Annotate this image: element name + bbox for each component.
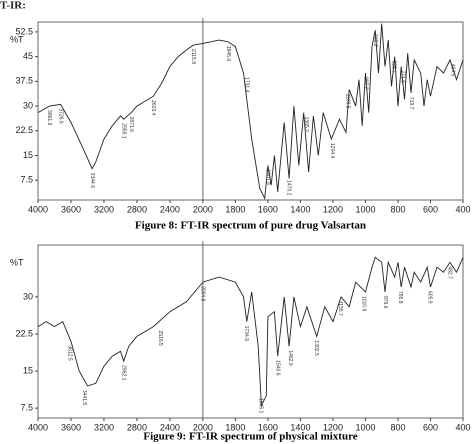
x-tick-label: 2400 <box>160 422 180 432</box>
peak-label: 3726.6 <box>57 108 63 124</box>
peak-label: 2115.8 <box>190 49 196 64</box>
peak-label: 825.1 <box>391 61 397 74</box>
x-tick-label: 2400 <box>160 204 180 214</box>
peak-label: 1204.4 <box>329 143 335 159</box>
peak-label: 2603.4 <box>150 100 156 116</box>
peak-label: 1731.4 <box>243 77 249 93</box>
x-tick-label: 1200 <box>323 204 343 214</box>
x-tick-label: 1200 <box>323 422 343 432</box>
x-tick-label: 1800 <box>225 422 245 432</box>
x-tick-label: 400 <box>455 204 470 214</box>
x-tick-label: 2000 <box>193 422 213 432</box>
figure-caption: Figure 9: FT-IR spectrum of physical mix… <box>143 431 357 443</box>
x-tick-label: 400 <box>455 422 470 432</box>
peak-label: 1302.5 <box>313 340 319 356</box>
x-tick-label: 2000 <box>193 204 213 214</box>
peak-label: 1010.8 <box>361 296 367 312</box>
y-tick-label: 15 <box>23 365 33 375</box>
peak-label: 3344.6 <box>89 173 95 189</box>
y-axis-label: %T <box>10 34 24 44</box>
peak-label: 1365.2 <box>303 117 309 133</box>
peak-label: 1645.1 <box>257 398 263 414</box>
x-tick-label: 600 <box>423 204 438 214</box>
section-title: T-IR: <box>0 0 26 12</box>
x-tick-label: 3200 <box>94 204 114 214</box>
x-tick-label: 2800 <box>127 422 147 432</box>
peak-label: 879.6 <box>382 296 388 309</box>
peak-label: 1462.9 <box>287 350 293 366</box>
peak-label: 1601.9 <box>264 169 270 185</box>
x-tick-label: 1000 <box>355 422 375 432</box>
x-tick-label: 600 <box>423 422 438 432</box>
peak-label: 2516.5 <box>157 331 163 347</box>
x-tick-label: 1600 <box>258 422 278 432</box>
peak-label: 1540.6 <box>274 360 280 376</box>
peak-label: 464.5 <box>449 64 455 77</box>
spectrum-line <box>37 256 464 408</box>
x-tick-label: 800 <box>390 204 405 214</box>
x-tick-label: 2800 <box>127 204 147 214</box>
spectrum-line <box>37 23 464 201</box>
peak-label: 2962.1 <box>120 365 126 381</box>
x-tick-label: 800 <box>390 422 405 432</box>
peak-label: 719.7 <box>408 97 414 110</box>
peak-label: 771.6 <box>399 71 405 84</box>
y-tick-label: 52.5 <box>15 26 33 36</box>
peak-label: 785.8 <box>397 291 403 304</box>
y-tick-label: 30 <box>23 100 33 110</box>
y-tick-label: 22.5 <box>15 125 33 135</box>
x-tick-label: 3200 <box>94 422 114 432</box>
peak-label: 2959.1 <box>121 123 127 139</box>
x-tick-label: 1000 <box>355 204 375 214</box>
peak-label: 605.9 <box>426 291 432 304</box>
peak-label: 2871.6 <box>128 117 134 133</box>
plot-frame <box>37 244 464 419</box>
x-tick-label: 4000 <box>28 204 48 214</box>
y-tick-label: 15 <box>23 150 33 160</box>
peak-label: 940.2 <box>372 34 378 47</box>
peak-label: 1155.7 <box>337 301 343 316</box>
x-tick-label: 3600 <box>61 422 81 432</box>
x-tick-label: 3600 <box>61 204 81 214</box>
y-tick-label: 30 <box>23 291 33 301</box>
peak-label: 3861.9 <box>46 110 52 126</box>
plot-frame <box>37 21 464 201</box>
y-tick-label: 45 <box>23 51 33 61</box>
peak-label: 2004.9 <box>199 286 205 302</box>
y-tick-label: 37.5 <box>15 76 33 86</box>
x-tick-label: 1400 <box>290 422 310 432</box>
x-tick-label: 4000 <box>28 422 48 432</box>
peak-label: 482.7 <box>446 266 452 279</box>
peak-label: 1845.9 <box>225 46 231 62</box>
peak-label: 1470.2 <box>286 180 292 196</box>
y-axis-label: %T <box>10 257 24 267</box>
figure-caption: Figure 8: FT-IR spectrum of pure drug Va… <box>135 220 366 232</box>
peak-label: 1734.9 <box>243 326 249 342</box>
peak-label: 1109.5 <box>344 94 350 109</box>
y-tick-label: 7.5 <box>20 402 33 412</box>
peak-label: 997.2 <box>363 77 369 90</box>
x-tick-label: 1800 <box>225 204 245 214</box>
peak-label: 3612.5 <box>67 345 73 361</box>
x-tick-label: 1600 <box>258 204 278 214</box>
y-tick-label: 22.5 <box>15 328 33 338</box>
y-tick-label: 7.5 <box>20 175 33 185</box>
peak-label: 3441.5 <box>81 390 87 406</box>
x-tick-label: 1400 <box>290 204 310 214</box>
